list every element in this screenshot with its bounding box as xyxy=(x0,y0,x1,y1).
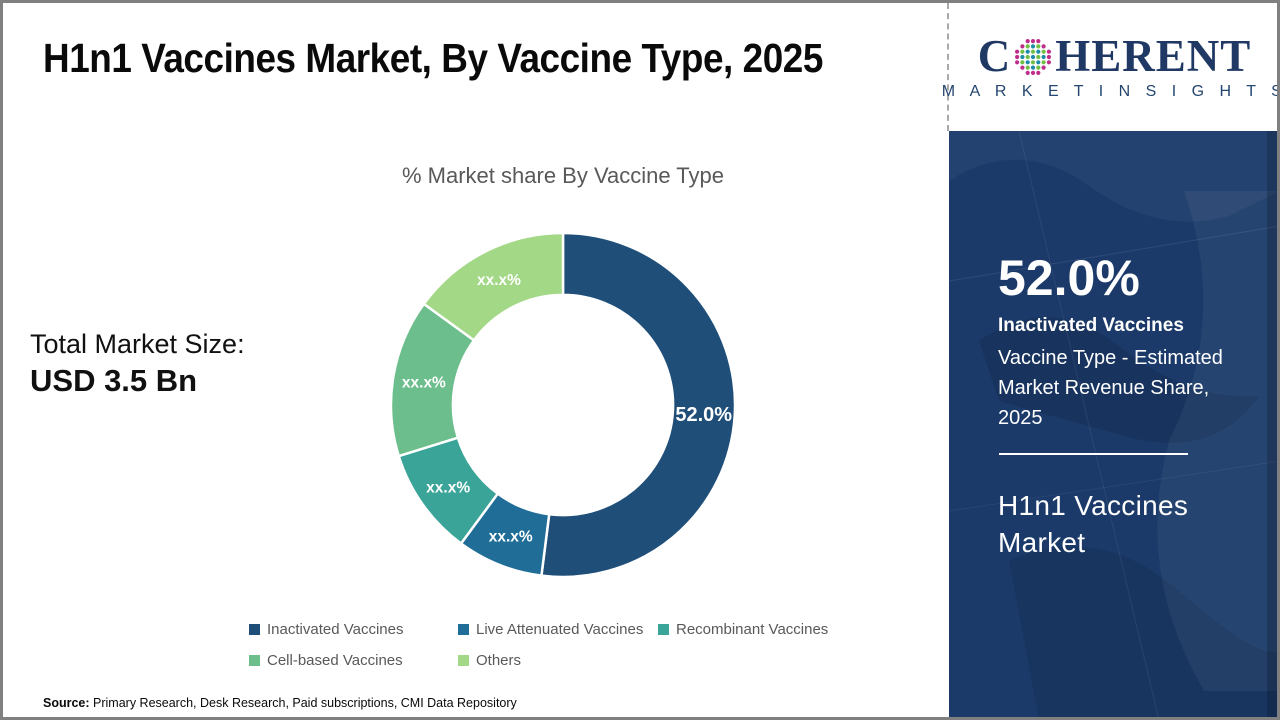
globe-dot xyxy=(1041,49,1046,54)
globe-dot xyxy=(1025,65,1031,70)
globe-dot xyxy=(1041,44,1046,49)
donut-segment-0 xyxy=(540,231,737,579)
brand-wordmark: C HERENT xyxy=(977,30,1252,81)
globe-dot xyxy=(1020,54,1025,60)
source-text: Primary Research, Desk Research, Paid su… xyxy=(89,696,517,710)
globe-dot xyxy=(1031,65,1036,70)
globe-dot xyxy=(1041,60,1046,65)
legend-swatch-recombinant xyxy=(658,624,669,635)
globe-dot xyxy=(1041,54,1046,60)
legend-label: Live Attenuated Vaccines xyxy=(476,621,644,638)
total-market-size-label: Total Market Size: xyxy=(30,329,245,359)
brand-subtitle: M A R K E T I N S I G H T S xyxy=(941,82,1280,100)
globe-dot xyxy=(1031,60,1036,65)
world-map-background xyxy=(949,131,1277,717)
globe-dot xyxy=(1020,60,1025,65)
legend-swatch-inactivated xyxy=(249,624,260,635)
source-label: Source: xyxy=(43,696,90,710)
brand-letter-c: C xyxy=(977,30,1012,81)
globe-dot xyxy=(1025,60,1031,65)
globe-dot xyxy=(1015,54,1020,60)
highlight-stat-description: Vaccine Type - Estimated Market Revenue … xyxy=(998,347,1223,429)
globe-dot xyxy=(1041,65,1046,70)
donut-chart: 52.0% xx.x% xx.x% xx.x% xx.x% xyxy=(389,231,737,579)
globe-dot xyxy=(1020,44,1025,49)
chart-title: % Market share By Vaccine Type xyxy=(402,163,724,188)
total-market-size-value: USD 3.5 Bn xyxy=(30,363,198,398)
header-dashed-divider xyxy=(947,3,949,131)
globe-dot xyxy=(1047,54,1052,60)
legend-label: Cell-based Vaccines xyxy=(267,652,403,669)
globe-dots-icon xyxy=(1015,39,1052,75)
globe-dot xyxy=(1015,49,1020,54)
globe-dot xyxy=(1036,65,1041,70)
legend-swatch-others xyxy=(458,655,469,666)
legend-item-live-attenuated-vaccines: Live Attenuated Vaccines xyxy=(458,620,643,640)
legend-swatch-live-attenuated xyxy=(458,624,469,635)
page-title: H1n1 Vaccines Market, By Vaccine Type, 2… xyxy=(43,35,823,81)
globe-dot xyxy=(1031,44,1036,49)
sidebar-report-title: H1n1 Vaccines Market xyxy=(998,490,1189,558)
donut-label-4: xx.x% xyxy=(477,272,521,289)
globe-dot xyxy=(1047,60,1052,65)
donut-label-2: xx.x% xyxy=(426,479,470,496)
sidebar-divider xyxy=(999,453,1188,455)
donut-label-0: 52.0% xyxy=(675,404,732,426)
legend-swatch-cell-based xyxy=(249,655,260,666)
brand-letters-herent: HERENT xyxy=(1055,30,1252,81)
globe-dot xyxy=(1025,49,1031,54)
highlight-sidebar: 52.0% Inactivated Vaccines Vaccine Type … xyxy=(949,131,1277,717)
legend-item-cell-based-vaccines: Cell-based Vaccines xyxy=(249,651,403,671)
globe-dot xyxy=(1036,49,1041,54)
brand-logo: C HERENT M A R K E T I N S I G H T S xyxy=(942,3,1277,131)
globe-dot xyxy=(1036,54,1041,60)
legend-label: Inactivated Vaccines xyxy=(267,621,404,638)
globe-dot xyxy=(1025,44,1031,49)
donut-segment-4 xyxy=(422,231,565,342)
globe-dot xyxy=(1036,44,1041,49)
globe-dot xyxy=(1036,60,1041,65)
legend-item-inactivated-vaccines: Inactivated Vaccines xyxy=(249,620,403,640)
globe-dot xyxy=(1031,54,1036,60)
globe-dot xyxy=(1031,70,1036,75)
globe-dot xyxy=(1015,60,1020,65)
donut-label-1: xx.x% xyxy=(489,528,533,545)
legend-item-recombinant-vaccines: Recombinant Vaccines xyxy=(658,620,828,640)
legend-label: Others xyxy=(476,652,522,669)
highlight-stat-label: Inactivated Vaccines xyxy=(998,315,1184,336)
globe-dot xyxy=(1025,54,1031,60)
globe-dot xyxy=(1036,70,1041,75)
highlight-stat-value: 52.0% xyxy=(998,250,1140,306)
globe-dot xyxy=(1025,39,1031,44)
legend-item-others: Others xyxy=(458,651,521,671)
source-note: Source: Primary Research, Desk Research,… xyxy=(43,696,517,710)
donut-label-3: xx.x% xyxy=(402,375,446,392)
globe-dot xyxy=(1031,39,1036,44)
legend-label: Recombinant Vaccines xyxy=(676,621,829,638)
globe-dot xyxy=(1047,49,1052,54)
globe-dot xyxy=(1036,39,1041,44)
globe-dot xyxy=(1025,70,1031,75)
globe-dot xyxy=(1031,49,1036,54)
globe-dot xyxy=(1020,65,1025,70)
globe-dot xyxy=(1020,49,1025,54)
